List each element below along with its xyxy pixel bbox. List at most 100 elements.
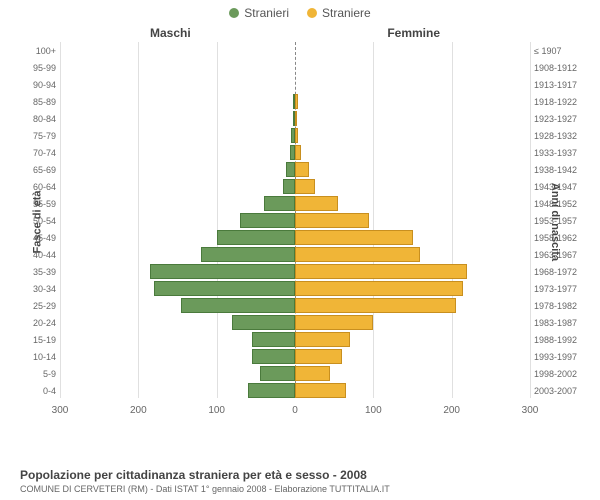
female-bar bbox=[295, 230, 413, 245]
pyramid-row: 50-541953-1957 bbox=[60, 212, 530, 229]
x-tick: 200 bbox=[130, 405, 147, 416]
male-bar bbox=[286, 162, 295, 177]
birth-year-label: 1938-1942 bbox=[534, 165, 584, 175]
female-bar bbox=[295, 196, 338, 211]
age-label: 15-19 bbox=[20, 335, 56, 345]
pyramid-row: 60-641943-1947 bbox=[60, 178, 530, 195]
age-label: 25-29 bbox=[20, 301, 56, 311]
age-label: 70-74 bbox=[20, 148, 56, 158]
chart-area: Maschi Femmine Fasce di età Anni di nasc… bbox=[20, 22, 580, 422]
male-bar bbox=[240, 213, 295, 228]
female-bar bbox=[295, 315, 373, 330]
pyramid-row: 100+≤ 1907 bbox=[60, 42, 530, 59]
male-bar bbox=[252, 332, 295, 347]
age-label: 0-4 bbox=[20, 386, 56, 396]
female-bar bbox=[295, 213, 369, 228]
age-label: 40-44 bbox=[20, 250, 56, 260]
birth-year-label: 1913-1917 bbox=[534, 80, 584, 90]
age-label: 10-14 bbox=[20, 352, 56, 362]
age-label: 60-64 bbox=[20, 182, 56, 192]
x-tick: 100 bbox=[208, 405, 225, 416]
male-swatch bbox=[229, 8, 239, 18]
pyramid-row: 25-291978-1982 bbox=[60, 297, 530, 314]
female-bar bbox=[295, 247, 420, 262]
birth-year-label: 1973-1977 bbox=[534, 284, 584, 294]
female-bar bbox=[295, 298, 456, 313]
x-tick: 100 bbox=[365, 405, 382, 416]
birth-year-label: 1948-1952 bbox=[534, 199, 584, 209]
female-bar bbox=[295, 162, 309, 177]
caption-title: Popolazione per cittadinanza straniera p… bbox=[20, 468, 580, 482]
legend: Stranieri Straniere bbox=[0, 0, 600, 22]
legend-female-label: Straniere bbox=[322, 6, 371, 20]
pyramid-row: 95-991908-1912 bbox=[60, 59, 530, 76]
caption: Popolazione per cittadinanza straniera p… bbox=[20, 468, 580, 494]
female-bar bbox=[295, 94, 298, 109]
male-bar bbox=[201, 247, 295, 262]
birth-year-label: 1928-1932 bbox=[534, 131, 584, 141]
x-tick: 200 bbox=[443, 405, 460, 416]
age-label: 50-54 bbox=[20, 216, 56, 226]
age-label: 90-94 bbox=[20, 80, 56, 90]
x-tick: 300 bbox=[522, 405, 539, 416]
birth-year-label: 2003-2007 bbox=[534, 386, 584, 396]
age-label: 65-69 bbox=[20, 165, 56, 175]
birth-year-label: 1933-1937 bbox=[534, 148, 584, 158]
birth-year-label: 1958-1962 bbox=[534, 233, 584, 243]
birth-year-label: 1943-1947 bbox=[534, 182, 584, 192]
caption-subtitle: COMUNE DI CERVETERI (RM) - Dati ISTAT 1°… bbox=[20, 484, 580, 494]
age-label: 100+ bbox=[20, 46, 56, 56]
male-bar bbox=[154, 281, 295, 296]
pyramid-row: 30-341973-1977 bbox=[60, 280, 530, 297]
plot: 0100100200200300300100+≤ 190795-991908-1… bbox=[60, 42, 530, 398]
birth-year-label: 1993-1997 bbox=[534, 352, 584, 362]
female-bar bbox=[295, 383, 346, 398]
pyramid-row: 40-441963-1967 bbox=[60, 246, 530, 263]
pyramid-row: 10-141993-1997 bbox=[60, 348, 530, 365]
pyramid-row: 85-891918-1922 bbox=[60, 93, 530, 110]
age-label: 80-84 bbox=[20, 114, 56, 124]
female-bar bbox=[295, 128, 298, 143]
age-label: 5-9 bbox=[20, 369, 56, 379]
male-column-heading: Maschi bbox=[150, 26, 191, 40]
legend-male-label: Stranieri bbox=[244, 6, 289, 20]
male-bar bbox=[252, 349, 295, 364]
female-bar bbox=[295, 145, 301, 160]
female-swatch bbox=[307, 8, 317, 18]
pyramid-row: 5-91998-2002 bbox=[60, 365, 530, 382]
male-bar bbox=[283, 179, 295, 194]
pyramid-row: 70-741933-1937 bbox=[60, 144, 530, 161]
pyramid-row: 45-491958-1962 bbox=[60, 229, 530, 246]
legend-item-female: Straniere bbox=[307, 6, 371, 20]
age-label: 85-89 bbox=[20, 97, 56, 107]
pyramid-row: 0-42003-2007 bbox=[60, 382, 530, 399]
x-tick: 300 bbox=[52, 405, 69, 416]
female-column-heading: Femmine bbox=[387, 26, 440, 40]
pyramid-row: 65-691938-1942 bbox=[60, 161, 530, 178]
male-bar bbox=[264, 196, 295, 211]
birth-year-label: 1918-1922 bbox=[534, 97, 584, 107]
female-bar bbox=[295, 264, 467, 279]
birth-year-label: 1923-1927 bbox=[534, 114, 584, 124]
female-bar bbox=[295, 349, 342, 364]
pyramid-row: 15-191988-1992 bbox=[60, 331, 530, 348]
pyramid-row: 80-841923-1927 bbox=[60, 110, 530, 127]
male-bar bbox=[260, 366, 295, 381]
legend-item-male: Stranieri bbox=[229, 6, 289, 20]
age-label: 75-79 bbox=[20, 131, 56, 141]
male-bar bbox=[150, 264, 295, 279]
birth-year-label: 1998-2002 bbox=[534, 369, 584, 379]
female-bar bbox=[295, 366, 330, 381]
female-bar bbox=[295, 281, 463, 296]
male-bar bbox=[181, 298, 295, 313]
pyramid-row: 20-241983-1987 bbox=[60, 314, 530, 331]
age-label: 20-24 bbox=[20, 318, 56, 328]
birth-year-label: 1983-1987 bbox=[534, 318, 584, 328]
male-bar bbox=[232, 315, 295, 330]
age-label: 30-34 bbox=[20, 284, 56, 294]
birth-year-label: 1963-1967 bbox=[534, 250, 584, 260]
female-bar bbox=[295, 332, 350, 347]
grid-line bbox=[530, 42, 531, 398]
birth-year-label: 1953-1957 bbox=[534, 216, 584, 226]
male-bar bbox=[217, 230, 295, 245]
